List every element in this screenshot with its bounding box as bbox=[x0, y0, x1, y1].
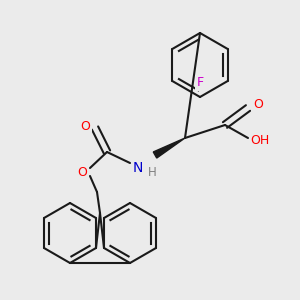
Text: O: O bbox=[253, 98, 263, 112]
Text: F: F bbox=[196, 76, 204, 89]
Text: N: N bbox=[133, 161, 143, 175]
Text: O: O bbox=[77, 166, 87, 178]
Text: OH: OH bbox=[250, 134, 270, 148]
Text: H: H bbox=[148, 167, 156, 179]
Polygon shape bbox=[153, 138, 185, 158]
Text: O: O bbox=[80, 119, 90, 133]
